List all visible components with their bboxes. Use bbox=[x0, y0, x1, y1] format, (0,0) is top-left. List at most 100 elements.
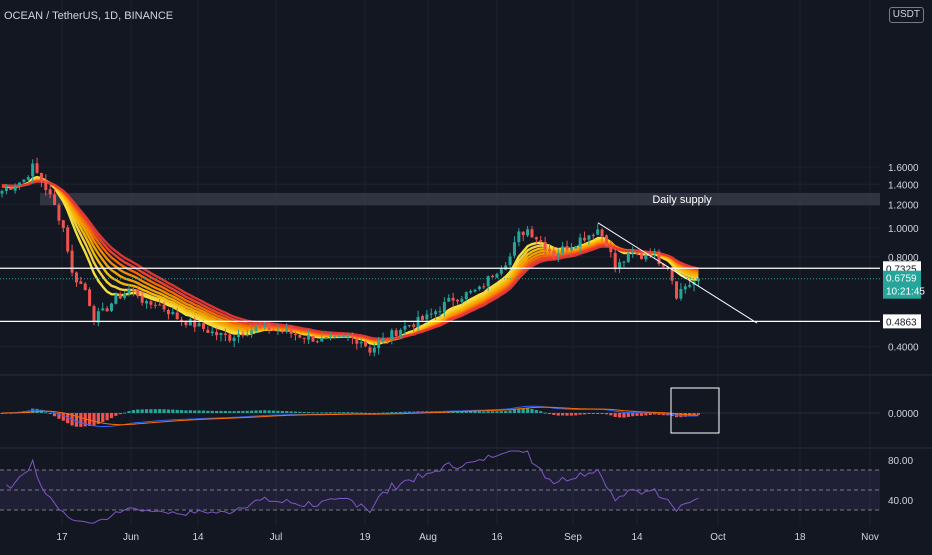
macd-histogram-bar bbox=[644, 413, 648, 416]
candle-body bbox=[499, 269, 503, 274]
candle-body bbox=[166, 310, 170, 315]
macd-histogram-bar bbox=[215, 410, 219, 413]
candle-body bbox=[57, 205, 61, 221]
candle-body bbox=[578, 237, 582, 247]
macd-histogram-bar bbox=[460, 411, 464, 413]
candle-body bbox=[561, 246, 565, 254]
candle-body bbox=[390, 330, 394, 340]
macd-histogram-bar bbox=[153, 409, 157, 413]
macd-histogram-bar bbox=[232, 411, 236, 413]
candle-body bbox=[13, 186, 17, 191]
macd-histogram-bar bbox=[206, 410, 210, 413]
candle-body bbox=[574, 246, 578, 249]
macd-histogram-bar bbox=[582, 413, 587, 415]
macd-histogram-bar bbox=[149, 409, 153, 413]
candle-body bbox=[548, 249, 551, 252]
candle-body bbox=[18, 182, 22, 186]
candle-body bbox=[526, 229, 530, 236]
candle-body bbox=[241, 333, 245, 336]
macd-histogram-bar bbox=[696, 413, 701, 415]
macd-histogram-bar bbox=[661, 413, 665, 416]
candle bbox=[101, 302, 105, 311]
time-tick-label: Aug bbox=[419, 532, 437, 543]
macd-histogram-bar bbox=[692, 413, 696, 416]
macd-histogram-bar bbox=[35, 408, 39, 413]
candle-body bbox=[434, 311, 438, 315]
candle-body bbox=[381, 338, 385, 343]
candle-body bbox=[469, 290, 473, 293]
candle-body bbox=[648, 254, 652, 256]
candle bbox=[276, 324, 280, 335]
candle-body bbox=[228, 334, 232, 341]
levels-layer bbox=[0, 222, 880, 324]
candle-body bbox=[197, 323, 201, 327]
candle bbox=[438, 306, 442, 318]
candle bbox=[39, 172, 43, 188]
macd-histogram-bar bbox=[179, 410, 184, 413]
candle bbox=[48, 184, 52, 199]
candle bbox=[495, 272, 499, 279]
candle-body bbox=[626, 252, 630, 263]
time-tick-label: Jul bbox=[270, 532, 283, 543]
candle bbox=[280, 329, 284, 334]
macd-histogram-bar bbox=[604, 413, 609, 415]
macd-histogram-bar bbox=[236, 410, 241, 413]
macd-histogram-bar bbox=[530, 409, 534, 413]
candle-body bbox=[543, 241, 547, 250]
macd-histogram-bar bbox=[241, 410, 245, 413]
macd-histogram-bar bbox=[613, 413, 617, 417]
candle-body bbox=[639, 254, 643, 259]
rsi-band-fill bbox=[0, 470, 880, 510]
candle-body bbox=[604, 235, 608, 247]
currency-badge[interactable]: USDT bbox=[888, 7, 924, 23]
trend-line bbox=[597, 222, 758, 324]
macd-histogram-bar bbox=[363, 412, 368, 414]
macd-histogram-bar bbox=[631, 413, 635, 417]
candle bbox=[92, 304, 96, 326]
candle bbox=[477, 285, 481, 291]
candle bbox=[83, 282, 87, 291]
candle-body bbox=[48, 189, 52, 195]
candle bbox=[127, 284, 131, 297]
macd-histogram-bar bbox=[74, 413, 79, 427]
macd-histogram-bar bbox=[495, 411, 499, 413]
macd-histogram-bar bbox=[289, 411, 293, 413]
macd-histogram-bar bbox=[201, 410, 206, 413]
macd-histogram-bar bbox=[228, 411, 232, 413]
macd-histogram-bar bbox=[88, 413, 92, 426]
candle bbox=[88, 287, 92, 307]
candle-body bbox=[394, 330, 398, 336]
macd-histogram-bar bbox=[477, 411, 482, 413]
candle-body bbox=[583, 237, 587, 241]
candle bbox=[136, 285, 140, 299]
macd-histogram-bar bbox=[639, 413, 644, 416]
candle bbox=[359, 337, 363, 348]
macd-histogram-bar bbox=[596, 413, 600, 414]
candle-body bbox=[210, 331, 214, 334]
macd-histogram-bar bbox=[92, 413, 96, 426]
macd-histogram-bar bbox=[48, 413, 52, 415]
candle bbox=[197, 321, 201, 327]
candle-body bbox=[114, 294, 118, 304]
symbol-title: OCEAN / TetherUS, 1D, BINANCE bbox=[4, 10, 174, 22]
candle-body bbox=[670, 268, 674, 281]
candle-body bbox=[162, 304, 166, 310]
candle bbox=[561, 241, 565, 256]
candle bbox=[390, 328, 394, 345]
macd-histogram-bar bbox=[600, 413, 604, 414]
candle-body bbox=[464, 292, 468, 300]
macd-histogram-bar bbox=[258, 410, 263, 413]
candle bbox=[604, 234, 608, 247]
candle bbox=[166, 308, 170, 320]
candle-body bbox=[53, 194, 57, 206]
candle bbox=[385, 337, 389, 344]
rsi-panel bbox=[0, 450, 880, 524]
candle bbox=[692, 280, 696, 292]
candle bbox=[639, 250, 643, 260]
candle-body bbox=[293, 333, 297, 335]
current-price-label: 0.6759 bbox=[886, 274, 917, 285]
candle-body bbox=[39, 172, 43, 182]
candle-body bbox=[539, 240, 543, 242]
